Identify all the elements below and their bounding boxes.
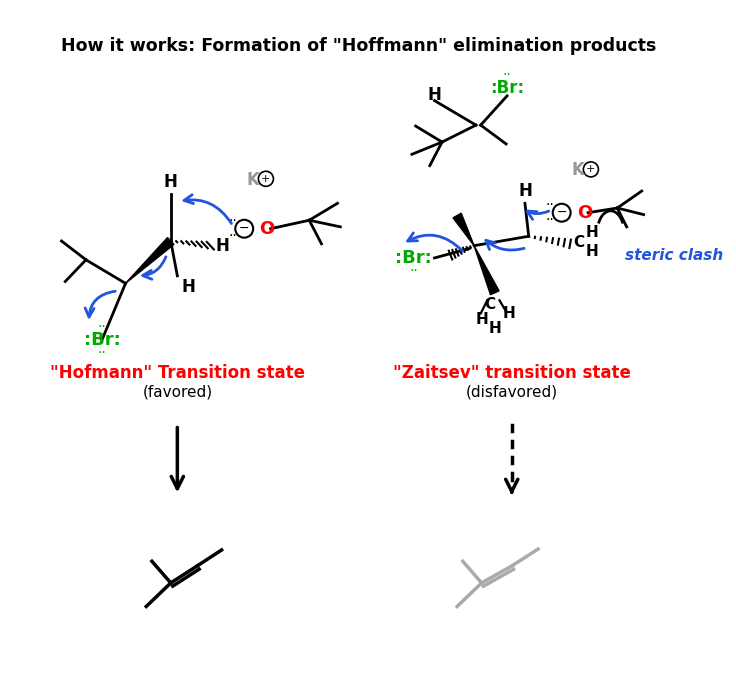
Text: C: C xyxy=(573,235,584,250)
Text: ⋅⋅: ⋅⋅ xyxy=(409,264,418,278)
Text: (favored): (favored) xyxy=(142,384,213,400)
Text: −: − xyxy=(556,206,567,219)
Text: ⋅⋅: ⋅⋅ xyxy=(229,214,237,228)
Text: ⋅⋅: ⋅⋅ xyxy=(98,346,107,360)
Text: H: H xyxy=(181,278,195,295)
Text: ⋅⋅: ⋅⋅ xyxy=(229,229,237,243)
Text: H: H xyxy=(585,225,598,240)
Text: H: H xyxy=(518,183,532,201)
Text: steric clash: steric clash xyxy=(625,247,723,262)
Text: O: O xyxy=(259,220,275,238)
Text: C: C xyxy=(484,297,495,312)
Text: :Br:: :Br: xyxy=(395,249,432,267)
Polygon shape xyxy=(453,213,474,245)
Text: :Br:: :Br: xyxy=(490,79,524,97)
Text: −: − xyxy=(239,222,250,235)
Text: How it works: Formation of "Hoffmann" elimination products: How it works: Formation of "Hoffmann" el… xyxy=(62,37,657,55)
Text: ⋅⋅: ⋅⋅ xyxy=(503,68,512,82)
Text: ⋅⋅: ⋅⋅ xyxy=(546,213,555,227)
Text: H: H xyxy=(475,312,488,327)
Polygon shape xyxy=(126,237,174,283)
Polygon shape xyxy=(474,245,499,295)
Text: H: H xyxy=(164,173,177,191)
Text: H: H xyxy=(215,237,229,255)
Text: "Hofmann" Transition state: "Hofmann" Transition state xyxy=(50,364,305,382)
Text: K: K xyxy=(247,171,259,189)
Text: H: H xyxy=(428,86,442,104)
Text: +: + xyxy=(586,164,595,174)
Text: :Br:: :Br: xyxy=(84,331,121,349)
Text: +: + xyxy=(261,174,271,184)
Text: ⋅⋅: ⋅⋅ xyxy=(98,320,107,334)
Text: "Zaitsev" transition state: "Zaitsev" transition state xyxy=(393,364,631,382)
Text: ⋅⋅: ⋅⋅ xyxy=(546,198,555,212)
Text: H: H xyxy=(503,306,515,321)
Text: O: O xyxy=(577,203,592,222)
Text: K: K xyxy=(571,162,584,179)
Text: (disfavored): (disfavored) xyxy=(466,384,558,400)
Text: H: H xyxy=(489,321,501,336)
Text: H: H xyxy=(585,244,598,259)
